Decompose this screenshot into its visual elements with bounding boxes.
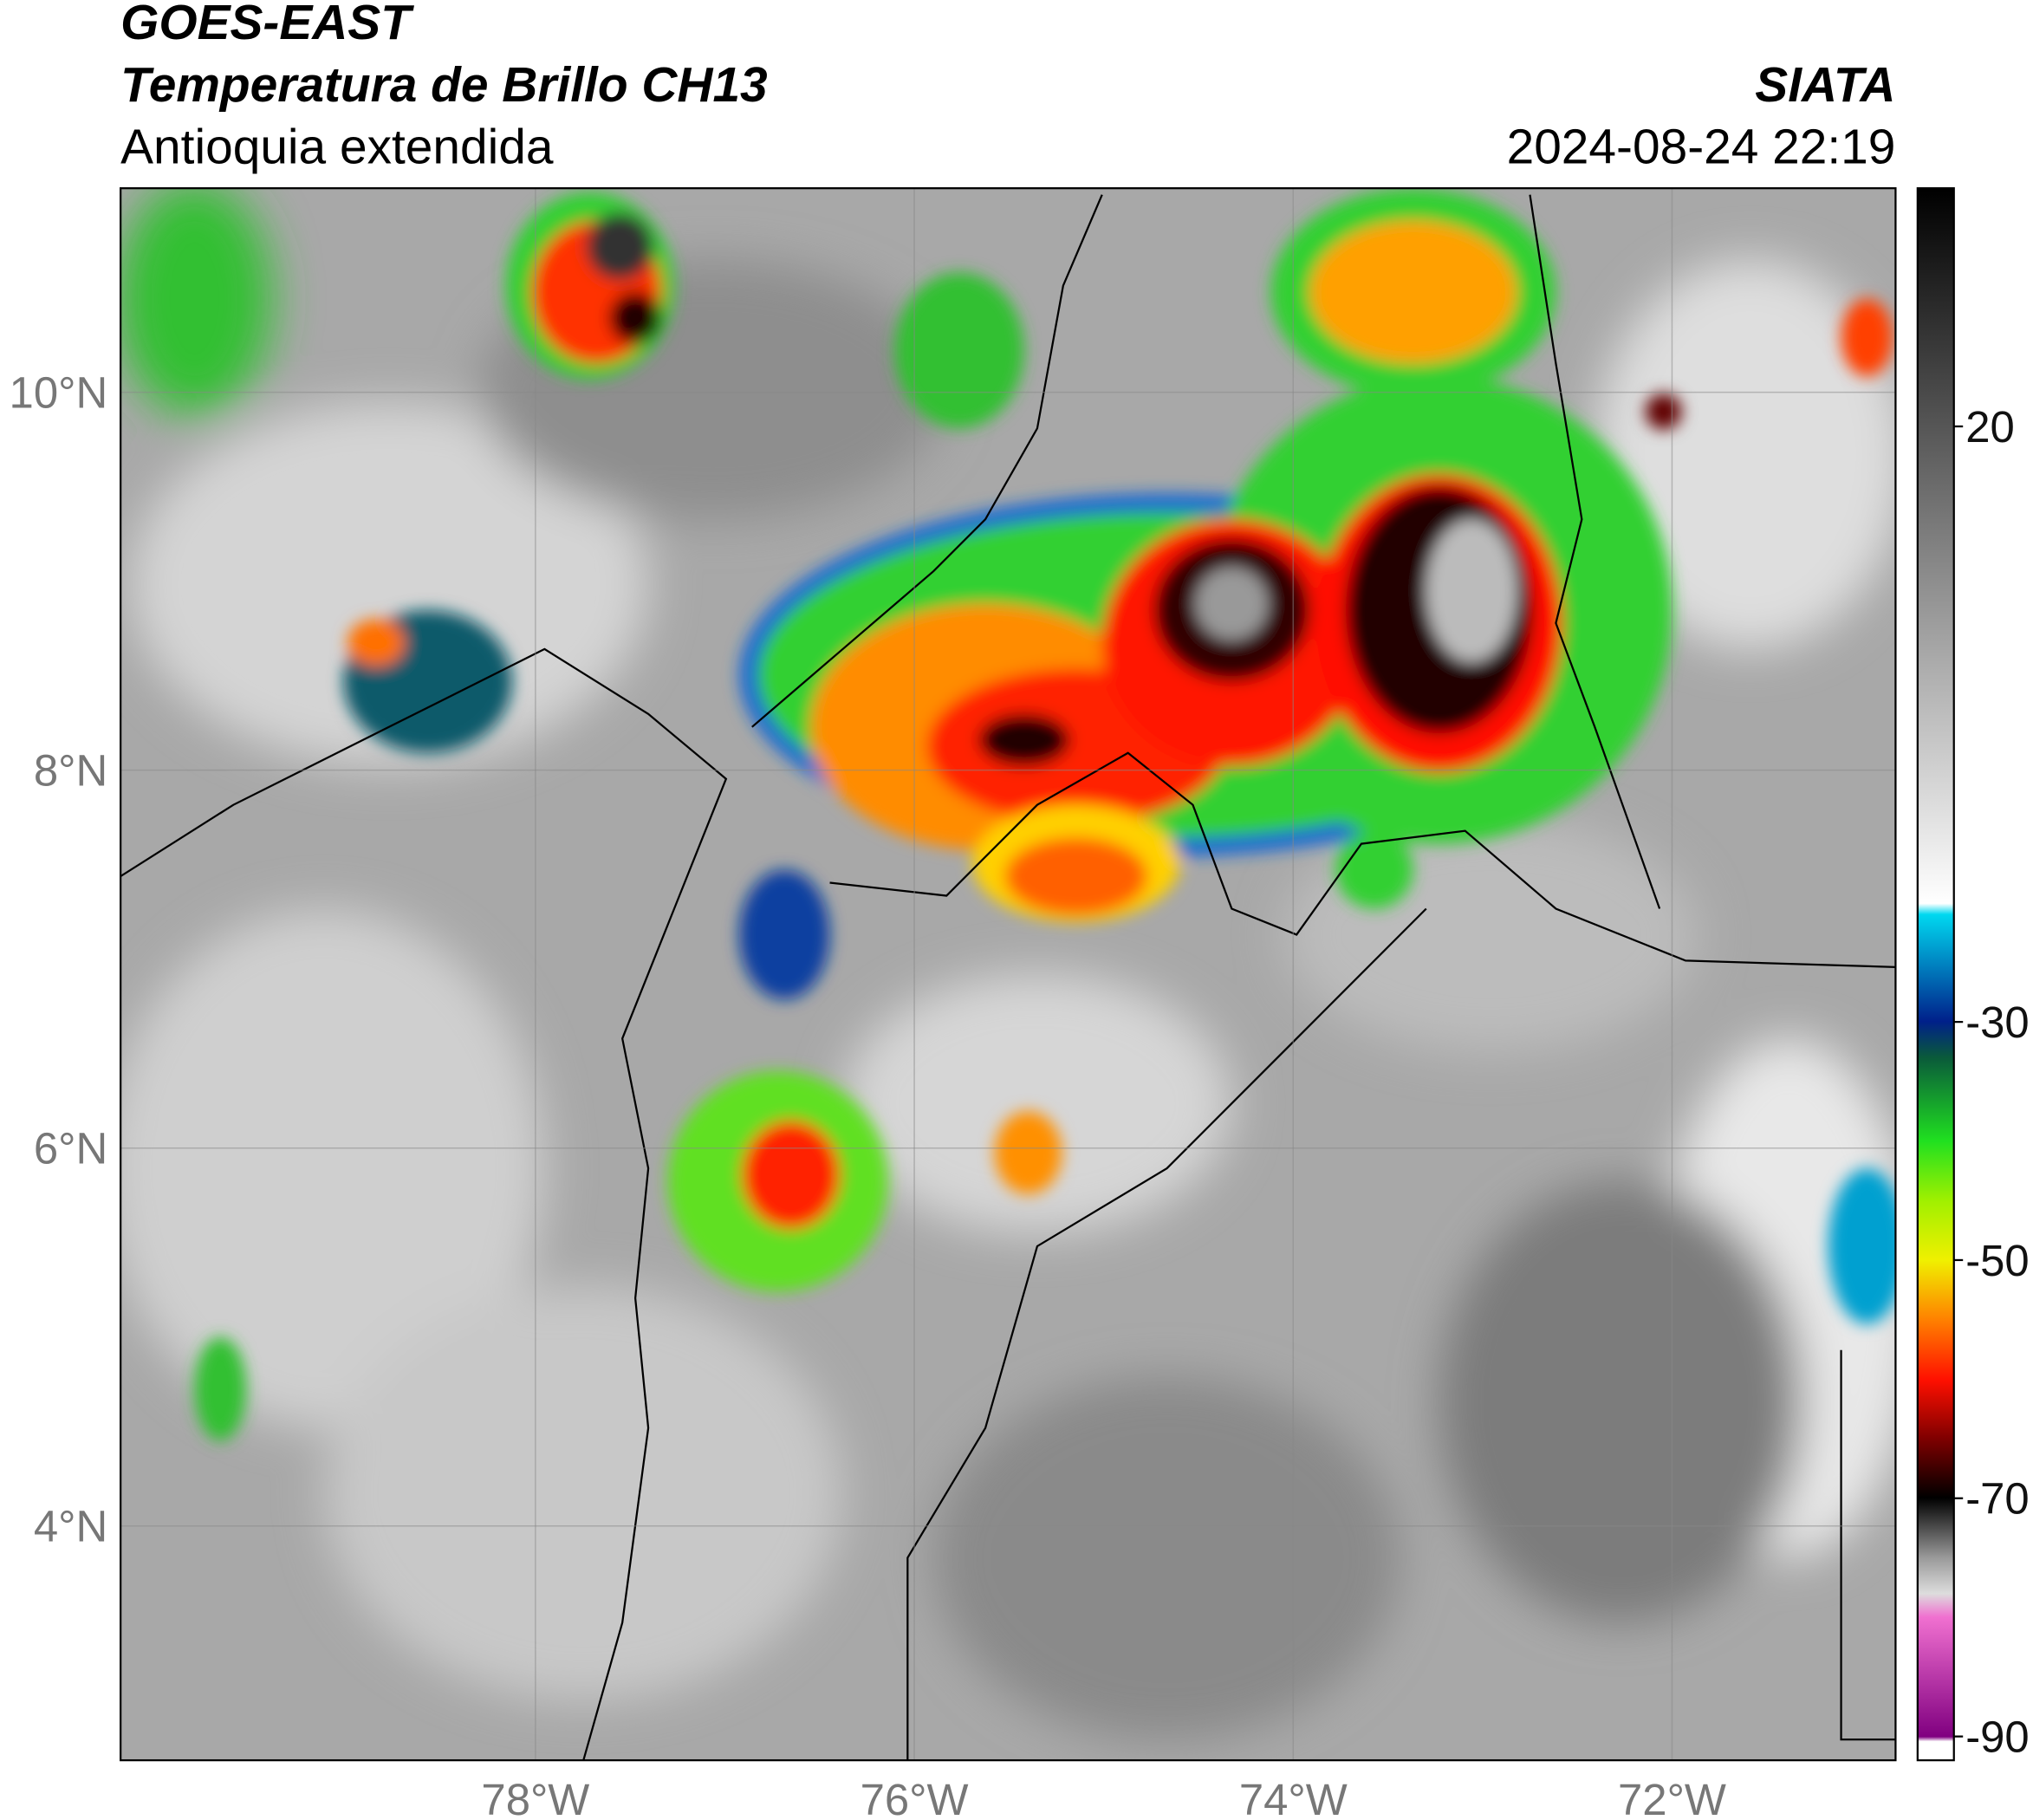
- x-tick-label: 74°W: [1239, 1775, 1348, 1820]
- grid: [120, 188, 1896, 1761]
- colorbar-tick-label: -90: [1965, 1713, 2029, 1762]
- colorbar: [1916, 187, 1955, 1762]
- satellite-image: [120, 188, 1896, 1761]
- map-frame: [120, 187, 1897, 1762]
- y-tick-label: 10°N: [10, 368, 108, 418]
- colorbar-tick-label: 20: [1965, 402, 2015, 452]
- agency: SIATA: [1755, 58, 1895, 113]
- y-tick-label: 4°N: [34, 1502, 107, 1551]
- colorbar-tick-label: -50: [1965, 1236, 2029, 1285]
- timestamp: 2024-08-24 22:19: [1507, 120, 1896, 175]
- region: Antioquia extendida: [120, 120, 554, 175]
- subtitle: Temperatura de Brillo CH13: [120, 58, 768, 113]
- title: GOES-EAST: [120, 0, 414, 50]
- x-tick-label: 76°W: [861, 1775, 969, 1820]
- x-tick-label: 72°W: [1618, 1775, 1726, 1820]
- colorbar-tick-label: -70: [1965, 1474, 2029, 1524]
- colorbar-tick-label: -30: [1965, 998, 2029, 1047]
- y-tick-label: 8°N: [34, 746, 107, 796]
- y-tick-label: 6°N: [34, 1124, 107, 1173]
- x-tick-label: 78°W: [481, 1775, 589, 1820]
